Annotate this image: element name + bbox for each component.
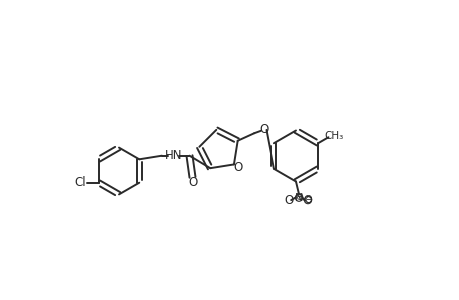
Text: ⊕: ⊕ xyxy=(294,192,302,203)
Text: O: O xyxy=(284,194,293,207)
Text: O: O xyxy=(259,123,268,136)
Text: HN: HN xyxy=(165,149,182,162)
Text: Cl: Cl xyxy=(74,176,85,189)
Text: N: N xyxy=(294,193,302,203)
Text: CH₃: CH₃ xyxy=(324,131,343,141)
Text: O: O xyxy=(232,161,241,174)
Text: ⊖: ⊖ xyxy=(303,195,311,205)
Text: O: O xyxy=(303,195,312,205)
Text: O: O xyxy=(188,176,197,189)
